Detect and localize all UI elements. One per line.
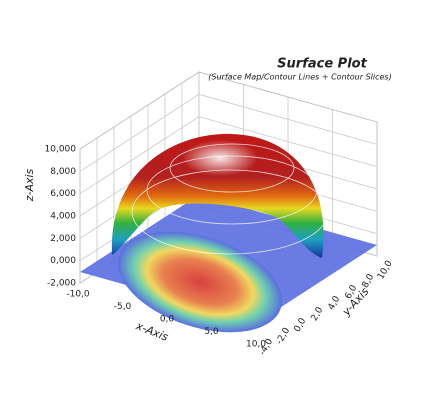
chart-subtitle: (Surface Map/Contour Lines + Contour Sli… xyxy=(208,73,391,82)
z-axis-label: z-Axis xyxy=(23,168,36,202)
z-tick-label: 4,000 xyxy=(50,212,76,222)
x-tick-label: -5,0 xyxy=(114,302,132,312)
y-tick-label: 2,0 xyxy=(310,305,326,323)
x-tick-label: -10,0 xyxy=(66,290,90,300)
y-tick-label: 0,0 xyxy=(293,316,309,334)
z-tick-label: 10,000 xyxy=(45,145,77,155)
x-tick-label: 10,0 xyxy=(246,340,266,350)
floor-contour xyxy=(117,231,283,333)
z-tick-label: -2,000 xyxy=(47,279,76,289)
z-tick-label: 8,000 xyxy=(50,167,76,177)
z-tick-label: 6,000 xyxy=(50,189,76,199)
highlight xyxy=(182,140,258,176)
x-tick-label: 5,0 xyxy=(204,327,219,337)
z-tick-label: 2,000 xyxy=(50,234,76,244)
y-tick-label: 10,0 xyxy=(376,259,395,282)
z-tick-label: 0,000 xyxy=(50,256,76,266)
surface xyxy=(111,133,324,258)
y-tick-label: -2,0 xyxy=(275,326,293,346)
contour-lines xyxy=(131,143,329,255)
x-tick-label: 0,0 xyxy=(160,315,175,325)
chart-title: Surface Plot xyxy=(277,57,367,72)
